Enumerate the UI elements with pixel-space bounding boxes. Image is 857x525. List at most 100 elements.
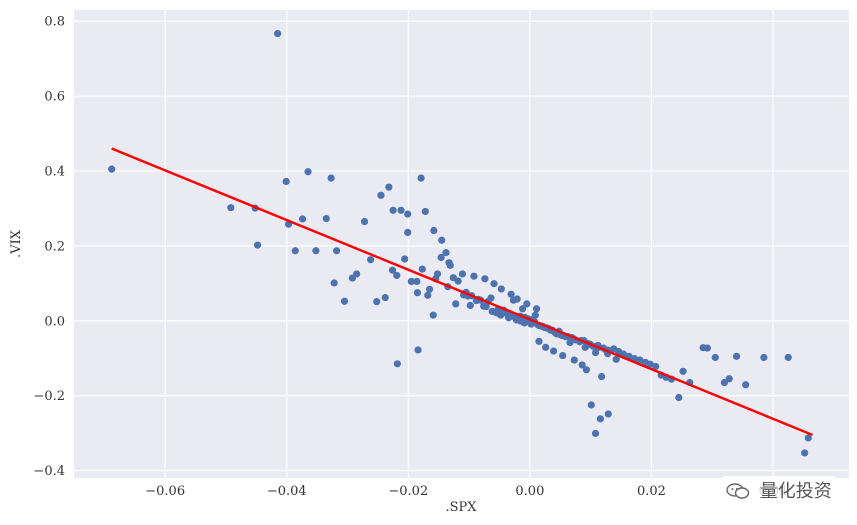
y-tick-label: −0.4 (33, 464, 65, 479)
data-point (679, 367, 687, 375)
watermark: 量化投资 (722, 476, 836, 504)
data-point (582, 366, 591, 374)
x-tick-label: −0.04 (267, 484, 307, 499)
data-point (578, 361, 586, 369)
y-tick-label: −0.2 (33, 389, 65, 404)
y-tick-label: 0.0 (44, 314, 65, 329)
data-point (425, 285, 434, 293)
data-point (581, 343, 589, 351)
y-tick-label: 0.4 (44, 164, 65, 179)
data-point (566, 338, 574, 347)
y-tick-labels: −0.4 −0.2 0.0 0.2 0.4 0.6 0.8 (33, 15, 65, 479)
data-point (322, 214, 330, 223)
grid-lines (74, 10, 849, 478)
data-point (417, 174, 425, 182)
data-point (430, 226, 438, 235)
data-point (385, 183, 393, 191)
data-point (404, 210, 412, 218)
data-point (646, 360, 654, 368)
data-point (377, 191, 385, 199)
data-point (523, 300, 531, 308)
x-axis-label: .SPX (445, 500, 477, 515)
x-tick-label: 0.00 (515, 484, 544, 499)
data-point (407, 277, 415, 286)
data-point (591, 429, 600, 438)
data-point (404, 228, 412, 236)
data-point (424, 291, 432, 299)
data-point (397, 206, 405, 214)
wechat-bubbles-icon (726, 483, 750, 499)
data-point (481, 275, 489, 283)
data-point (535, 337, 543, 345)
data-point (330, 279, 338, 287)
data-point (429, 311, 437, 319)
data-point (454, 277, 462, 285)
data-point (559, 351, 567, 360)
data-point (604, 410, 612, 418)
data-point (291, 247, 299, 255)
data-point (413, 277, 421, 286)
data-point (418, 265, 426, 273)
data-point (497, 285, 505, 293)
data-point (414, 346, 422, 354)
x-tick-label: −0.06 (145, 484, 185, 499)
data-point (542, 343, 550, 351)
x-tick-labels: −0.06−0.04−0.020.000.020.04 (145, 484, 787, 499)
data-point (421, 207, 429, 216)
data-point (253, 241, 262, 249)
data-point (587, 401, 595, 409)
y-tick-label: 0.2 (44, 239, 65, 254)
data-point (466, 301, 474, 310)
x-tick-label: −0.02 (388, 484, 428, 499)
data-point (373, 298, 381, 306)
data-point (274, 29, 282, 38)
data-point (452, 300, 460, 308)
plot-background (74, 10, 849, 478)
data-point (591, 348, 600, 357)
watermark-text: 量化投资 (759, 481, 832, 502)
data-point (732, 352, 741, 360)
data-point (388, 266, 397, 274)
data-point (487, 294, 495, 302)
data-point (282, 177, 290, 186)
data-point (470, 272, 478, 280)
data-point (340, 297, 349, 305)
data-point (442, 249, 450, 257)
data-point (720, 378, 728, 387)
data-point (413, 289, 422, 297)
y-tick-label: 0.8 (44, 15, 65, 30)
data-point (570, 356, 578, 364)
data-point (227, 204, 235, 212)
data-point (636, 356, 644, 364)
data-point (513, 295, 521, 303)
data-point (549, 347, 558, 355)
data-point (507, 290, 515, 298)
data-point (652, 362, 660, 371)
data-point (367, 256, 375, 264)
data-point (675, 393, 683, 402)
data-point (304, 168, 312, 176)
data-point (458, 270, 467, 278)
data-point (298, 215, 307, 223)
data-point (760, 353, 768, 362)
regression-line (111, 147, 813, 437)
data-point (598, 372, 606, 381)
data-point (389, 206, 397, 214)
data-point (703, 344, 711, 352)
data-point (393, 271, 401, 280)
data-point (360, 217, 369, 226)
data-point (711, 353, 719, 362)
data-point (742, 381, 750, 389)
data-point (725, 375, 733, 383)
data-point (804, 434, 812, 442)
data-point (332, 247, 341, 255)
data-point (784, 353, 792, 362)
data-point (438, 236, 446, 244)
data-point (532, 305, 541, 313)
data-point (381, 293, 389, 302)
data-point (518, 305, 527, 313)
data-point (327, 174, 335, 182)
data-point (482, 302, 490, 311)
data-point (401, 255, 409, 263)
y-tick-label: 0.6 (44, 90, 65, 105)
